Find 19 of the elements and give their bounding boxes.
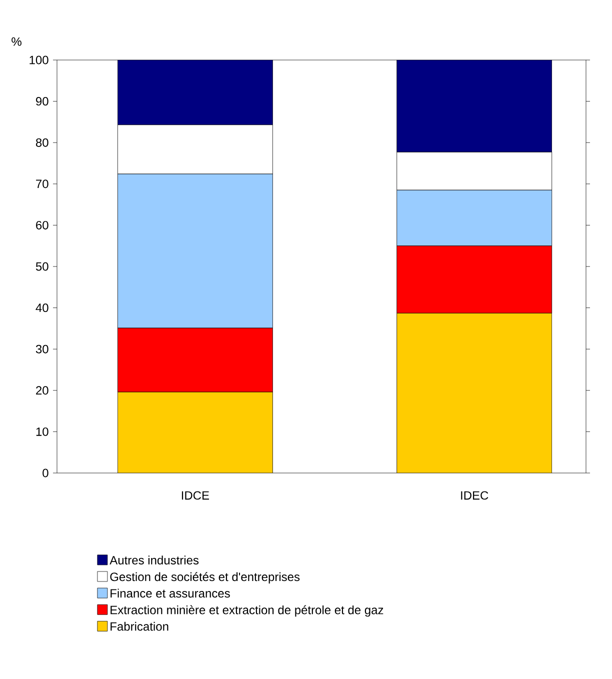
y-tick-label: 40 [36, 304, 48, 312]
y-tick-label: 70 [36, 180, 48, 188]
legend-label: Finance et assurances [110, 588, 230, 598]
y-tick-label: 10 [36, 427, 48, 436]
y-axis-title: % [12, 37, 22, 46]
x-tick-label: IDCE [182, 491, 209, 500]
y-tick-label: 100 [30, 56, 48, 64]
x-tick-label: IDEC [461, 491, 488, 500]
y-tick-label: 80 [36, 138, 48, 147]
y-tick-label: 90 [36, 97, 48, 106]
y-tick-label: 0 [42, 468, 48, 478]
y-tick-label: 60 [36, 220, 48, 230]
legend-label: Autres industries [110, 556, 199, 564]
y-tick-label: 30 [36, 344, 48, 354]
y-tick-label: 50 [36, 262, 48, 271]
legend-label: Extraction minière et extraction de pétrole et de gaz [110, 605, 384, 617]
legend-label: Fabrication [110, 622, 168, 631]
y-tick-label: 20 [36, 386, 48, 395]
legend-label: Gestion de sociétés et d'entreprises [110, 572, 300, 584]
